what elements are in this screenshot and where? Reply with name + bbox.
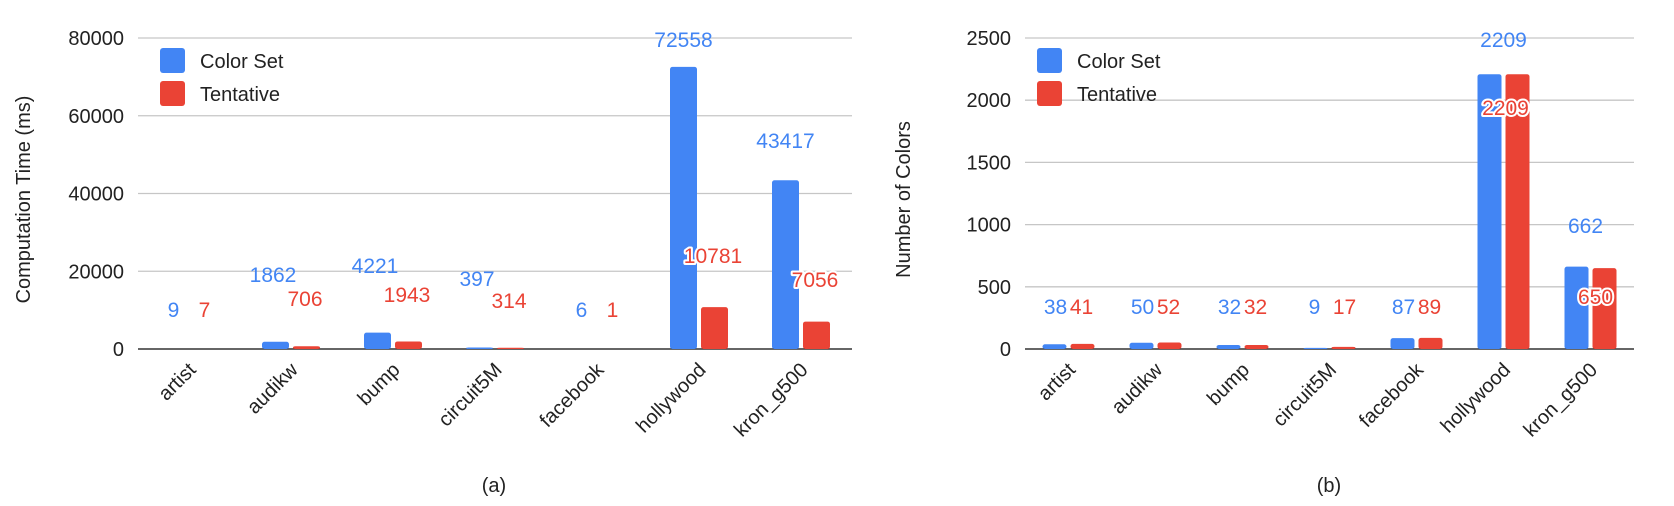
y-tick-label: 1000 (967, 215, 1012, 237)
data-label-color-set-artist: 38 (1044, 296, 1067, 319)
data-label-color-set-artist: 9 (168, 299, 180, 322)
x-tick-label-bump: bump (354, 359, 405, 410)
bar-tentative-circuit5M (497, 347, 524, 349)
bar-color-set-circuit5M (466, 347, 493, 349)
legend-swatch-color-set (1037, 48, 1062, 73)
bar-color-set-kron_g500 (1564, 266, 1589, 349)
data-label-color-set-audikw: 50 (1131, 296, 1154, 319)
y-tick-label: 2000 (967, 90, 1012, 112)
y-tick-label: 0 (113, 339, 124, 361)
bar-color-set-bump (1216, 345, 1241, 349)
data-label-tentative-bump: 32 (1244, 296, 1267, 319)
x-tick-label-hollywood: hollywood (632, 359, 710, 437)
bar-color-set-facebook (1390, 338, 1415, 349)
legend-swatch-color-set (160, 48, 185, 73)
x-tick-label-facebook: facebook (1355, 358, 1429, 432)
bar-color-set-audikw (1129, 342, 1154, 349)
data-label-color-set-bump: 4221 (352, 255, 399, 278)
legend-label-tentative: Tentative (1077, 84, 1157, 106)
data-label-tentative-audikw: 706 (287, 288, 322, 311)
bar-tentative-circuit5M (1331, 346, 1356, 349)
bar-tentative-bump (1244, 345, 1269, 349)
data-label-tentative-bump: 1943 (384, 284, 431, 307)
legend: Color Set Tentative (1037, 48, 1161, 106)
x-tick-label-kron_g500: kron_g500 (1520, 359, 1602, 441)
bar-tentative-kron_g500 (1592, 268, 1617, 349)
legend-label-color-set: Color Set (200, 51, 284, 73)
x-tick-label-kron_g500: kron_g500 (730, 359, 812, 441)
x-tick-label-bump: bump (1203, 359, 1254, 410)
data-label-tentative-circuit5M: 314 (491, 290, 526, 313)
x-tick-label-audikw: audikw (1107, 359, 1167, 419)
data-label-halo: 650 (1578, 286, 1613, 309)
legend-label-tentative: Tentative (200, 84, 280, 106)
y-tick-label: 500 (978, 277, 1011, 299)
y-tick-label: 0 (1000, 339, 1011, 361)
data-label-tentative-kron_g500: 650 (1578, 286, 1613, 309)
panel-caption: (b) (1317, 475, 1341, 497)
data-label-tentative-audikw: 52 (1157, 296, 1180, 319)
data-label-tentative-circuit5M: 17 (1333, 296, 1356, 319)
y-axis-title: Number of Colors (893, 121, 915, 278)
bar-color-set-circuit5M (1303, 347, 1328, 349)
data-label-tentative-artist: 7 (199, 299, 211, 322)
bar-color-set-kron_g500 (772, 180, 799, 349)
x-tick-label-facebook: facebook (536, 358, 610, 432)
data-label-color-set-hollywood: 2209 (1480, 29, 1527, 52)
y-tick-label: 20000 (68, 261, 124, 283)
y-tick-label: 1500 (967, 152, 1012, 174)
bar-color-set-bump (364, 332, 391, 349)
bar-tentative-facebook (1418, 337, 1443, 349)
y-tick-label: 60000 (68, 106, 124, 128)
data-label-tentative-kron_g500: 7056 (792, 269, 839, 292)
bar-color-set-artist (1042, 344, 1067, 349)
chart-panel-a: 0 20000 40000 60000 80000 Computation Time (m… (13, 28, 852, 497)
legend-swatch-tentative (1037, 81, 1062, 106)
data-label-color-set-kron_g500: 43417 (756, 130, 814, 153)
legend-label-color-set: Color Set (1077, 51, 1161, 73)
bar-tentative-artist (1070, 343, 1095, 349)
chart-panel-b: 0 500 1000 1500 2000 2500 Number of Colors 38 41… (893, 28, 1634, 497)
data-label-color-set-facebook: 6 (576, 299, 588, 322)
y-tick-label: 2500 (967, 28, 1012, 50)
x-tick-label-hollywood: hollywood (1437, 359, 1515, 437)
data-label-tentative-facebook: 1 (607, 299, 619, 322)
data-label-halo: 7056 (792, 269, 839, 292)
panel-caption: (a) (482, 475, 506, 497)
bar-color-set-hollywood (670, 66, 697, 349)
bar-tentative-bump (395, 341, 422, 349)
data-label-tentative-hollywood: 10781 (684, 245, 742, 268)
bar-tentative-hollywood (701, 307, 728, 349)
legend: Color Set Tentative (160, 48, 284, 106)
bar-tentative-audikw (293, 346, 320, 349)
x-tick-label-circuit5M: circuit5M (1269, 359, 1341, 431)
data-label-halo: 10781 (684, 245, 742, 268)
bar-color-set-audikw (262, 341, 289, 349)
data-label-color-set-audikw: 1862 (250, 264, 297, 287)
y-tick-label: 80000 (68, 28, 124, 50)
data-label-tentative-hollywood: 2209 (1482, 97, 1529, 120)
x-tick-label-artist: artist (1034, 359, 1081, 406)
data-label-tentative-facebook: 89 (1418, 296, 1441, 319)
data-label-halo: 2209 (1482, 97, 1529, 120)
data-label-color-set-circuit5M: 397 (459, 268, 494, 291)
data-label-color-set-kron_g500: 662 (1568, 215, 1603, 238)
bar-tentative-audikw (1157, 342, 1182, 349)
data-label-color-set-bump: 32 (1218, 296, 1241, 319)
bar-tentative-hollywood (1505, 74, 1530, 349)
bar-color-set-hollywood (1477, 74, 1502, 349)
y-axis-title: Computation Time (ms) (13, 96, 35, 304)
bar-tentative-kron_g500 (803, 321, 830, 349)
x-tick-label-audikw: audikw (243, 359, 303, 419)
x-tick-label-circuit5M: circuit5M (434, 359, 506, 431)
data-label-tentative-artist: 41 (1070, 296, 1093, 319)
data-label-color-set-hollywood: 72558 (654, 29, 712, 52)
x-tick-label-artist: artist (154, 359, 201, 406)
data-label-color-set-circuit5M: 9 (1309, 296, 1321, 319)
y-tick-label: 40000 (68, 184, 124, 206)
legend-swatch-tentative (160, 81, 185, 106)
data-label-color-set-facebook: 87 (1392, 296, 1415, 319)
